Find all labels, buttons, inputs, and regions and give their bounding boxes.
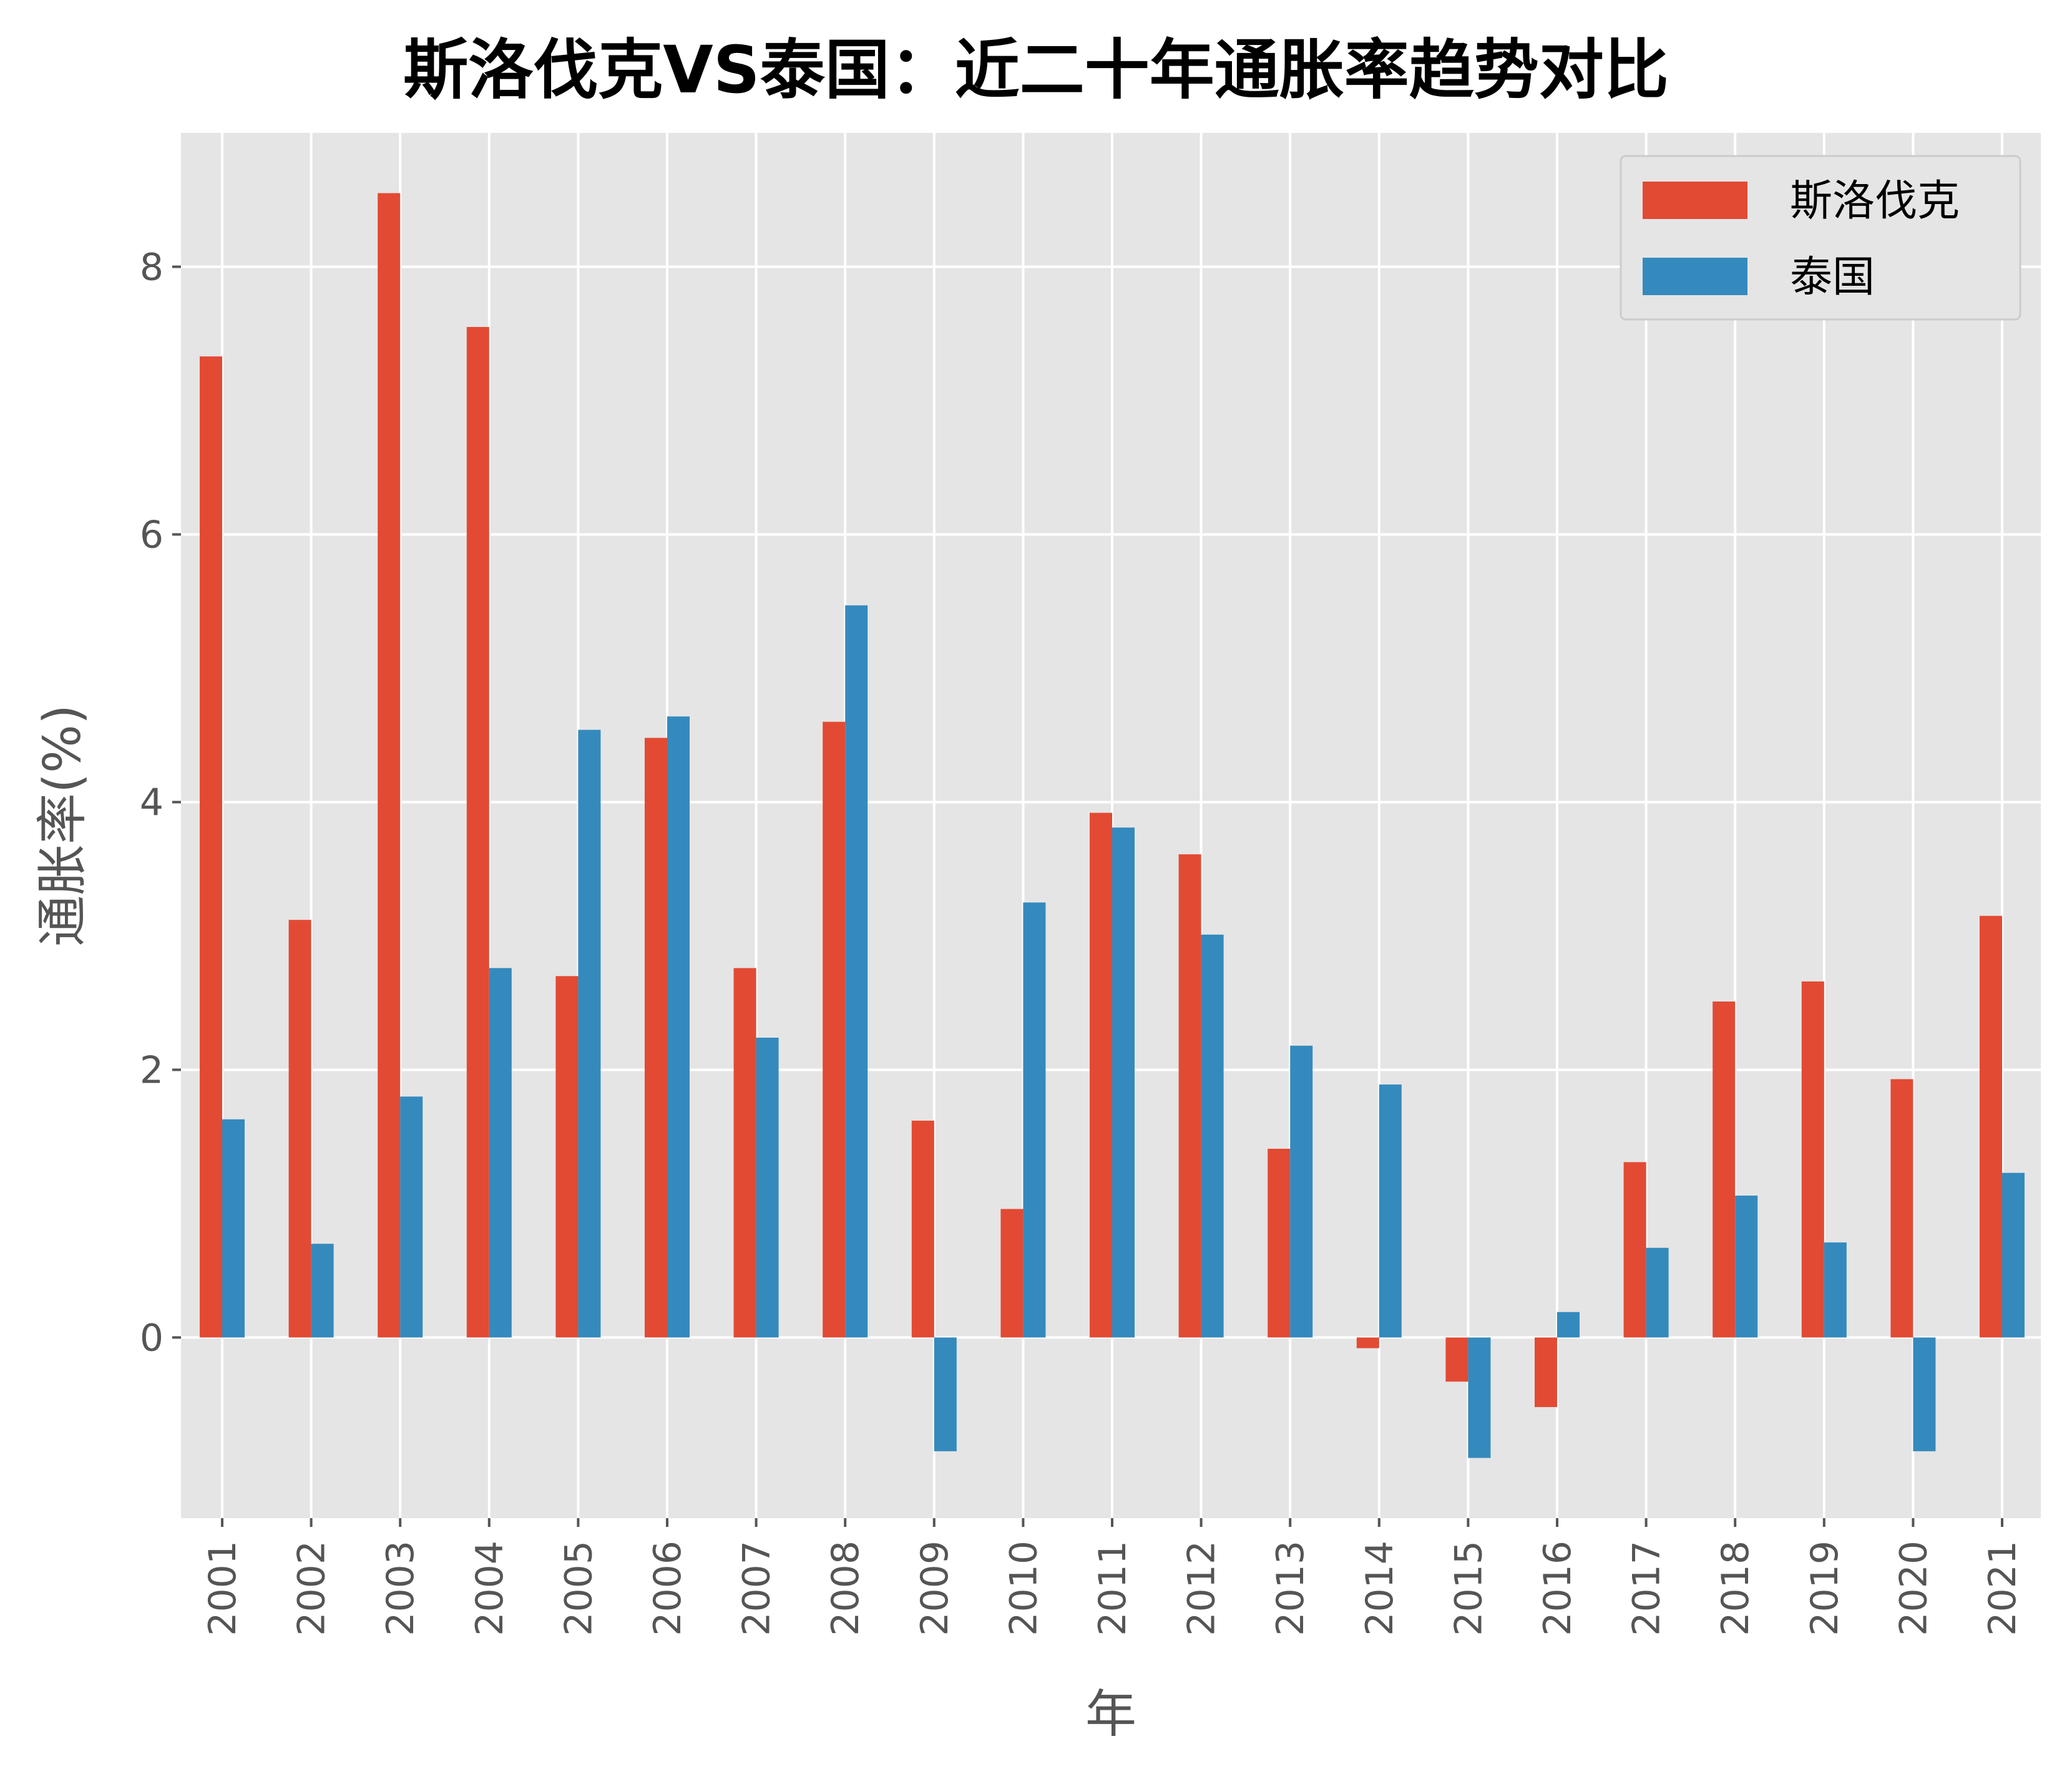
x-tick-label: 2009	[913, 1541, 957, 1636]
y-tick-label: 8	[140, 245, 164, 289]
bar-slovakia-2006	[645, 738, 667, 1338]
bars	[200, 193, 2025, 1458]
bar-thailand-2005	[578, 729, 601, 1338]
x-tick-label: 2010	[1002, 1541, 1045, 1636]
x-tick-label: 2021	[1981, 1541, 2025, 1636]
x-tick-label: 2017	[1625, 1541, 1669, 1636]
bar-thailand-2017	[1646, 1247, 1669, 1338]
bar-thailand-2020	[1913, 1337, 1936, 1451]
x-tick-label: 2015	[1447, 1541, 1490, 1636]
x-axis-label: 年	[1085, 1685, 1136, 1744]
bar-thailand-2011	[1112, 827, 1135, 1338]
y-axis-label: 通胀率(%)	[33, 704, 92, 947]
bar-thailand-2016	[1557, 1312, 1580, 1338]
bar-thailand-2001	[222, 1119, 245, 1338]
bar-slovakia-2005	[555, 976, 579, 1338]
x-ticks: 2001 2002 2003 2004 2005 2006 2007 2008 2009 2010…	[201, 1518, 2025, 1636]
bar-slovakia-2020	[1890, 1079, 1913, 1338]
y-ticks: 0 2 4 6 8	[140, 245, 181, 1360]
bar-thailand-2007	[756, 1037, 779, 1338]
legend-swatch-slovakia	[1643, 182, 1747, 219]
bar-slovakia-2002	[288, 920, 311, 1338]
bar-slovakia-2015	[1445, 1337, 1468, 1382]
bar-slovakia-2001	[200, 356, 222, 1338]
bar-slovakia-2008	[823, 721, 846, 1338]
bar-thailand-2003	[400, 1096, 423, 1338]
bar-slovakia-2009	[911, 1120, 934, 1338]
x-tick-label: 2003	[379, 1541, 423, 1636]
bar-slovakia-2019	[1801, 981, 1824, 1338]
bar-slovakia-2003	[378, 193, 401, 1338]
y-tick-label: 4	[140, 781, 164, 824]
x-tick-label: 2014	[1358, 1541, 1402, 1636]
bar-thailand-2013	[1290, 1045, 1313, 1338]
bar-slovakia-2014	[1356, 1337, 1379, 1348]
bar-thailand-2010	[1023, 902, 1046, 1338]
x-tick-label: 2006	[646, 1541, 690, 1636]
bar-thailand-2004	[489, 968, 512, 1338]
x-tick-label: 2001	[201, 1541, 245, 1636]
bar-slovakia-2011	[1090, 812, 1112, 1338]
bar-thailand-2009	[934, 1337, 957, 1451]
x-tick-label: 2012	[1180, 1541, 1224, 1636]
bar-slovakia-2010	[1000, 1209, 1024, 1338]
chart-title: 斯洛伐克VS泰国：近二十年通胀率趋势对比	[403, 32, 1668, 108]
bar-thailand-2006	[667, 716, 690, 1338]
bar-slovakia-2012	[1178, 854, 1201, 1338]
x-tick-label: 2011	[1091, 1541, 1135, 1636]
x-tick-label: 2004	[468, 1541, 512, 1636]
bar-thailand-2015	[1468, 1337, 1491, 1458]
x-tick-label: 2013	[1269, 1541, 1312, 1636]
legend-label-thailand: 泰国	[1790, 253, 1875, 302]
legend-label-slovakia: 斯洛伐克	[1790, 177, 1960, 226]
y-tick-label: 6	[140, 513, 164, 557]
bar-slovakia-2016	[1535, 1337, 1557, 1407]
x-tick-label: 2002	[290, 1541, 334, 1636]
bar-slovakia-2017	[1623, 1162, 1646, 1338]
bar-slovakia-2018	[1713, 1001, 1736, 1338]
x-tick-label: 2020	[1892, 1541, 1935, 1636]
x-tick-label: 2007	[735, 1541, 779, 1636]
x-tick-label: 2018	[1714, 1541, 1757, 1636]
bar-thailand-2018	[1735, 1196, 1758, 1338]
x-tick-label: 2019	[1803, 1541, 1847, 1636]
legend: 斯洛伐克 泰国	[1620, 155, 2021, 321]
bar-slovakia-2021	[1980, 915, 2002, 1338]
bar-slovakia-2007	[733, 968, 756, 1338]
bar-thailand-2008	[845, 605, 868, 1338]
bar-slovakia-2004	[466, 327, 489, 1338]
bar-thailand-2014	[1379, 1084, 1402, 1338]
y-tick-label: 2	[140, 1048, 164, 1092]
x-tick-label: 2016	[1536, 1541, 1580, 1636]
y-tick-label: 0	[140, 1316, 164, 1360]
bar-slovakia-2013	[1268, 1149, 1291, 1338]
bar-thailand-2021	[2002, 1172, 2025, 1338]
bar-thailand-2019	[1824, 1242, 1847, 1338]
x-tick-label: 2005	[557, 1541, 600, 1636]
x-tick-label: 2008	[824, 1541, 867, 1636]
bar-thailand-2012	[1201, 934, 1224, 1338]
legend-swatch-thailand	[1643, 258, 1747, 295]
bar-thailand-2002	[311, 1244, 334, 1338]
